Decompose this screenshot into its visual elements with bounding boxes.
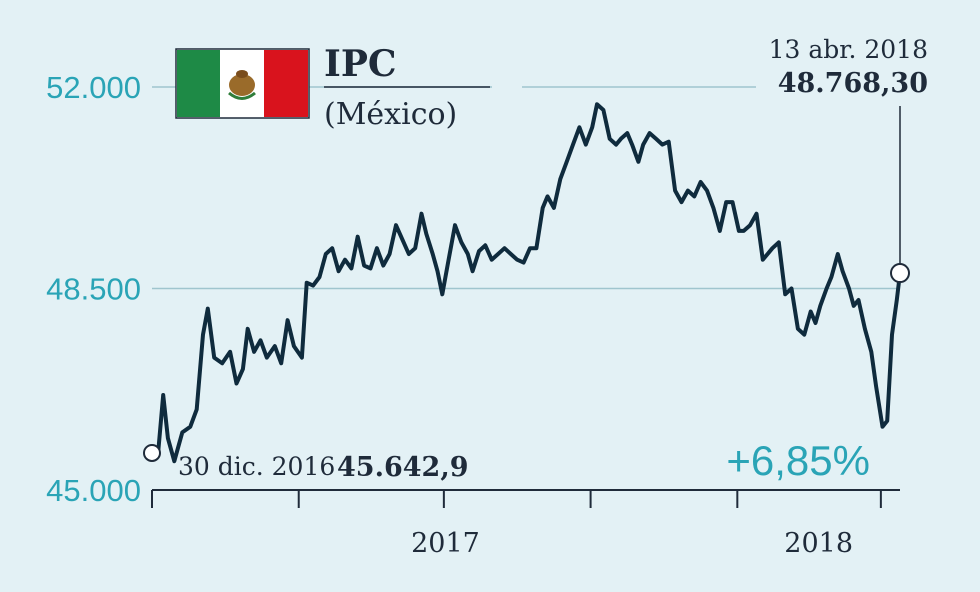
y-tick-label: 45.000 — [46, 473, 141, 508]
series-line — [150, 102, 902, 464]
x-tick-label: 2017 — [411, 528, 480, 559]
y-axis-ticks: 45.000 48.500 52.000 — [46, 70, 141, 508]
chart-title: IPC — [324, 43, 397, 85]
x-axis-labels: 2017 2018 — [411, 528, 853, 559]
y-tick-label: 52.000 — [46, 70, 141, 105]
chart-subtitle: (México) — [324, 97, 457, 132]
end-date-label: 13 abr. 2018 — [769, 35, 928, 64]
end-point-marker — [890, 263, 910, 284]
x-tick-label: 2018 — [784, 528, 853, 559]
change-label: +6,85% — [726, 437, 870, 484]
mexico-flag-icon — [175, 48, 310, 119]
start-date-label: 30 dic. 2016 — [178, 452, 335, 481]
y-tick-label: 48.500 — [46, 272, 141, 307]
start-value-label: 45.642,9 — [337, 452, 469, 483]
x-axis — [151, 489, 900, 508]
start-point-marker — [143, 443, 161, 462]
end-value-label: 48.768,30 — [778, 68, 928, 99]
